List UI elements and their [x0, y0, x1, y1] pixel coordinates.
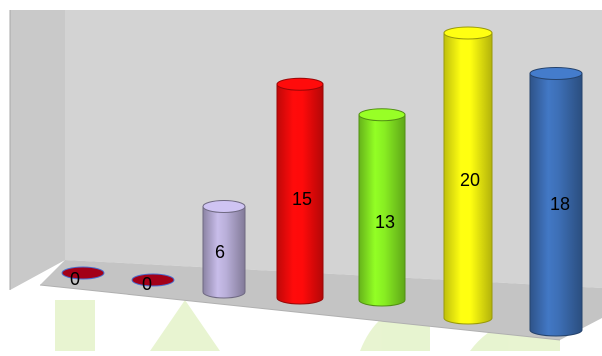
- bar-top-5: [358, 108, 406, 122]
- data-label-7: 18: [550, 194, 570, 214]
- watermark-stroke-2: [150, 300, 220, 351]
- bar-top-6: [443, 26, 493, 40]
- data-label-2: 0: [142, 274, 152, 294]
- bar-cylinder-3: [202, 206, 246, 299]
- bar-top-7: [529, 67, 583, 80]
- chart-wall-shade: [10, 10, 65, 290]
- bar-top-3: [202, 200, 246, 213]
- bar-top-1: [61, 266, 105, 280]
- bars-group: 0 0 6 15 13 20 18: [61, 26, 583, 337]
- data-label-1: 0: [70, 269, 80, 289]
- data-label-4: 15: [292, 189, 312, 209]
- watermark-stroke-1: [55, 300, 95, 351]
- bar-cylinder-6: [443, 32, 493, 325]
- bar-cylinder-7: [529, 73, 583, 337]
- chart-floor-edge: [39, 284, 561, 341]
- bar-cylinder-5: [358, 114, 406, 307]
- bar-top-2: [131, 273, 175, 287]
- data-label-6: 20: [460, 170, 480, 190]
- bar-top-4: [276, 77, 324, 91]
- data-label-5: 13: [375, 212, 395, 232]
- data-label-3: 6: [215, 242, 225, 262]
- bar-cylinder-4: [276, 83, 324, 305]
